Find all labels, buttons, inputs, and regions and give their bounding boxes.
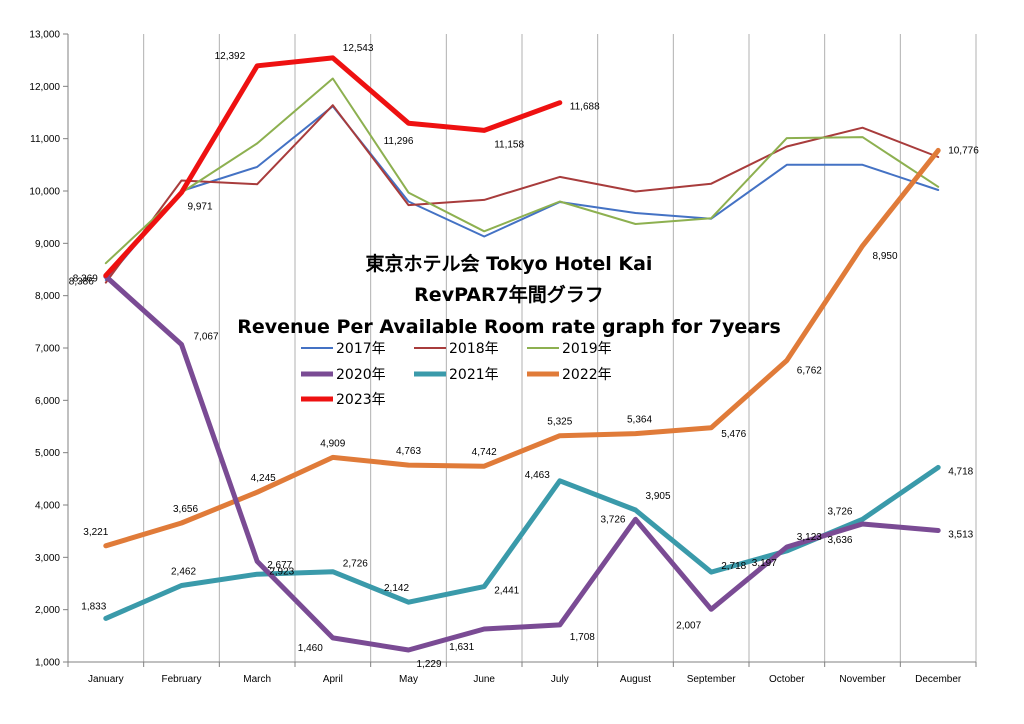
legend-label: 2020年	[336, 367, 386, 383]
y-tick-label: 12,000	[29, 82, 60, 93]
x-tick-label: December	[915, 674, 962, 685]
data-label-2022年: 4,763	[396, 446, 421, 457]
y-tick-label: 8,000	[35, 291, 60, 302]
series-line-2018年	[104, 104, 940, 284]
series-line-2017年	[104, 105, 940, 281]
x-tick-label: May	[399, 674, 418, 685]
data-label-2021年: 2,441	[494, 586, 519, 597]
data-label-2021年: 4,463	[525, 470, 550, 481]
data-label-2021年: 3,123	[797, 532, 822, 543]
x-tick-label: September	[687, 674, 737, 685]
x-tick-label: January	[88, 674, 124, 685]
y-tick-label: 11,000	[30, 134, 60, 145]
data-label-2022年: 4,742	[472, 447, 497, 458]
data-label-2023年: 11,296	[384, 136, 414, 147]
legend-label: 2021年	[449, 367, 499, 383]
series-line-2022年	[103, 147, 941, 549]
data-label-2020年: 8,369	[73, 273, 98, 284]
data-label-2020年: 1,460	[298, 643, 323, 654]
data-label-2022年: 4,909	[320, 438, 345, 449]
data-label-2022年: 10,776	[948, 145, 979, 156]
series-line-2020年	[103, 273, 941, 653]
y-tick-label: 9,000	[35, 239, 60, 250]
data-label-2021年: 2,726	[343, 559, 368, 570]
grid-layer	[67, 34, 977, 662]
y-tick-label: 6,000	[35, 396, 60, 407]
legend-label: 2023年	[336, 392, 386, 408]
data-label-2021年: 2,142	[384, 583, 409, 594]
axis-layer: 1,000 2,000 3,000 4,000 5,000 6,000 7,000 8,000…	[29, 30, 977, 685]
x-tick-label: February	[161, 674, 201, 685]
data-label-2023年: 12,543	[343, 43, 374, 54]
y-tick-label: 3,000	[35, 553, 60, 564]
x-tick-label: August	[620, 674, 651, 685]
data-label-2022年: 6,762	[797, 366, 822, 377]
data-label-2023年: 9,971	[188, 202, 213, 213]
data-label-2020年: 3,726	[600, 514, 625, 525]
data-label-2021年: 2,462	[171, 567, 196, 578]
title-line-2: RevPAR7年間グラフ	[414, 283, 604, 306]
data-label-2023年: 12,392	[215, 51, 246, 62]
data-label-2020年: 3,513	[948, 530, 973, 541]
data-label-2022年: 4,245	[251, 473, 276, 484]
data-label-2020年: 1,631	[449, 642, 474, 653]
x-tick-label: October	[769, 674, 805, 685]
data-label-2022年: 3,656	[173, 504, 198, 515]
data-label-2021年: 1,833	[81, 601, 106, 612]
data-label-2021年: 3,726	[827, 506, 852, 517]
legend-label: 2018年	[449, 341, 499, 357]
data-label-layer: 8,369 7,067 2,923 1,460 1,229 1,631 1,708 3,726…	[69, 43, 979, 670]
y-tick-label: 1,000	[35, 658, 60, 669]
data-label-2020年: 1,229	[417, 659, 442, 670]
x-tick-label: November	[839, 674, 886, 685]
data-label-2022年: 3,221	[83, 527, 108, 538]
data-label-2020年: 3,197	[752, 558, 777, 569]
data-label-2023年: 8,386	[69, 277, 94, 288]
series-line-2019年	[104, 77, 940, 265]
data-label-2020年: 2,923	[269, 566, 294, 577]
y-tick-label: 2,000	[35, 605, 60, 616]
data-label-2021年: 2,718	[721, 561, 746, 572]
y-tick-label: 7,000	[35, 344, 60, 355]
legend: 2017年 2018年 2019年 2020年 2021年 2022年 2023年	[301, 341, 612, 408]
data-label-2020年: 1,708	[570, 632, 595, 643]
data-label-2021年: 2,677	[267, 560, 292, 571]
y-tick-label: 10,000	[29, 187, 60, 198]
x-tick-label: April	[323, 674, 343, 685]
x-tick-label: June	[473, 674, 495, 685]
y-tick-label: 5,000	[35, 448, 60, 459]
data-label-2022年: 5,476	[721, 429, 746, 440]
data-label-2023年: 11,158	[494, 139, 524, 150]
chart-title: 東京ホテル会 Tokyo Hotel Kai RevPAR7年間グラフ Reve…	[237, 252, 781, 338]
data-label-2022年: 5,325	[547, 417, 572, 428]
data-label-2020年: 3,636	[827, 535, 852, 546]
legend-label: 2022年	[562, 367, 612, 383]
data-label-2021年: 4,718	[948, 466, 973, 477]
data-label-2023年: 11,688	[570, 102, 600, 113]
legend-label: 2017年	[336, 341, 386, 357]
x-tick-label: July	[551, 674, 569, 685]
y-tick-label: 13,000	[29, 30, 60, 41]
title-line-1: 東京ホテル会 Tokyo Hotel Kai	[366, 252, 653, 275]
data-label-2022年: 8,950	[873, 251, 898, 262]
y-tick-label: 4,000	[35, 501, 60, 512]
title-line-3: Revenue Per Available Room rate graph fo…	[237, 316, 781, 338]
data-label-2020年: 2,007	[676, 620, 701, 631]
data-label-2021年: 3,905	[646, 491, 671, 502]
data-label-2020年: 7,067	[194, 332, 219, 343]
data-label-2022年: 5,364	[627, 415, 652, 426]
series-line-2023年	[103, 55, 563, 278]
series-layer	[103, 55, 941, 653]
legend-label: 2019年	[562, 341, 612, 357]
x-tick-label: March	[243, 674, 271, 685]
